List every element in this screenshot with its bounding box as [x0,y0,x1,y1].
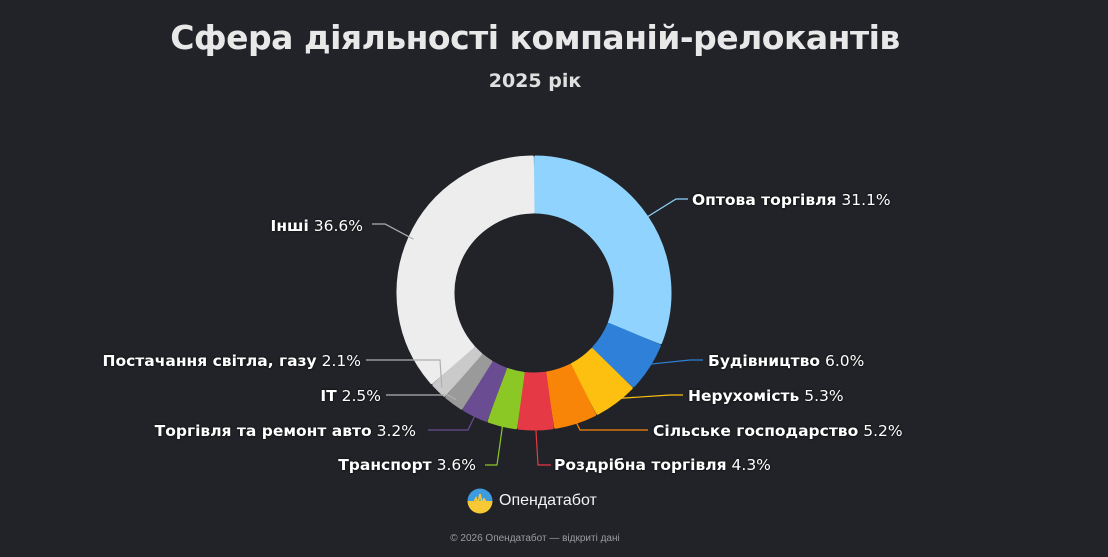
donut-segment[interactable] [462,361,507,422]
leader-line [485,421,504,466]
leader-line [644,359,703,366]
donut-segment[interactable] [591,322,661,388]
label-agriculture: Сільське господарство 5.2% [653,422,903,440]
donut-segment[interactable] [445,353,493,410]
label-wholesale: Оптова торгівля 31.1% [692,191,891,209]
leader-line [573,418,648,431]
chart-subtitle: 2025 рік [488,70,582,92]
label-transport: Транспорт 3.6% [338,456,476,474]
copyright-footer: © 2026 Опендатабот — відкриті дані [450,533,620,544]
label-other: Інші 36.6% [270,217,363,235]
label-auto-trade: Торгівля та ремонт авто 3.2% [154,422,416,440]
label-real-estate: Нерухомість 5.3% [688,387,844,405]
leader-line [428,411,478,431]
donut-segment[interactable] [487,367,525,430]
leader-line [372,223,414,240]
label-it: IT 2.5% [320,387,381,405]
leader-line [535,424,551,466]
label-retail: Роздрібна торгівля 4.3% [554,456,771,474]
brand: Опендатабот [467,487,597,515]
donut-segment[interactable] [396,155,535,385]
brand-name: Опендатабот [499,492,597,509]
donut-segment[interactable] [432,346,483,397]
leader-line [366,359,443,388]
opendatabot-logo-icon [467,488,493,514]
donut-segment[interactable] [570,348,633,415]
label-utilities: Постачання світла, газу 2.1% [102,352,361,370]
leader-line [612,394,683,400]
leader-line [386,394,457,401]
chart-title: Сфера діяльності компаній-релокантів [170,18,900,57]
donut-segment[interactable] [517,371,554,431]
donut-segment[interactable] [533,155,672,345]
leader-line [643,198,688,220]
donut-segment[interactable] [545,363,597,429]
label-construction: Будівництво 6.0% [708,352,865,370]
